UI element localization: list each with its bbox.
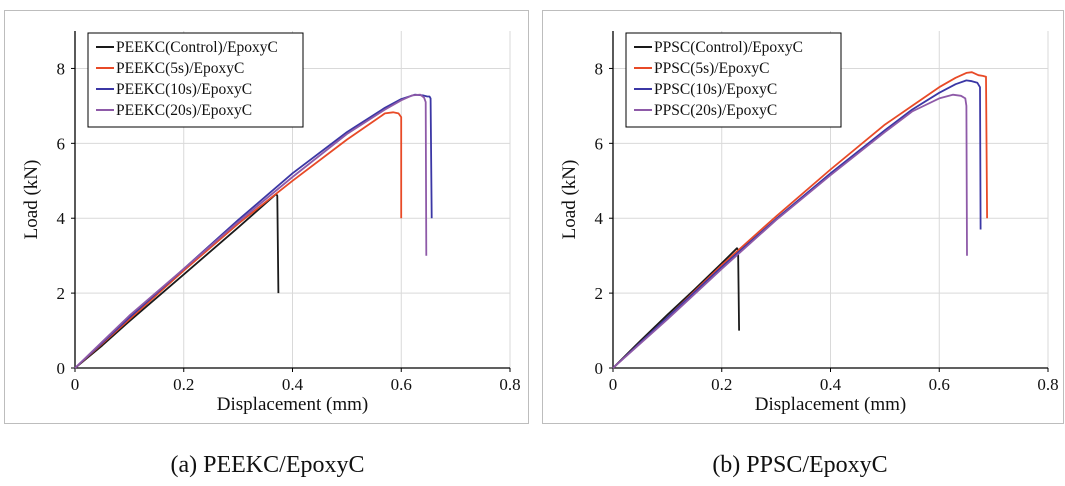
x-axis-label: Displacement (mm) <box>217 394 368 415</box>
y-tick-label: 2 <box>57 284 66 303</box>
x-tick-label: 0.2 <box>173 375 194 394</box>
legend-label-1: PPSC(5s)/EpoxyC <box>654 60 769 77</box>
y-tick-label: 0 <box>595 359 604 378</box>
x-tick-label: 0.8 <box>1037 375 1058 394</box>
legend-box <box>625 32 842 128</box>
x-tick-label: 0.4 <box>820 375 842 394</box>
legend-label-2: PPSC(10s)/EpoxyC <box>654 81 777 98</box>
caption-peekc: (a) PEEKC/EpoxyC <box>170 452 365 478</box>
x-tick-label: 0 <box>609 375 618 394</box>
series-line-3 <box>612 93 968 369</box>
series-line-2 <box>74 93 433 369</box>
series-line-0 <box>74 192 280 369</box>
legend-label-3: PEEKC(20s)/EpoxyC <box>116 102 252 119</box>
legend-label-1: PEEKC(5s)/EpoxyC <box>116 60 244 77</box>
y-axis-label: Load (kN) <box>559 160 580 240</box>
y-tick-label: 8 <box>57 59 66 78</box>
y-tick-label: 4 <box>57 209 66 228</box>
legend-label-0: PPSC(Control)/EpoxyC <box>654 39 803 56</box>
series-line-3 <box>74 93 428 369</box>
chart-svg-ppsc: 0 2 4 6 8 0 0.2 0.4 0.6 0.8 Displacement (mm) Load … <box>559 31 1059 415</box>
y-axis-label: Load (kN) <box>21 160 42 240</box>
legend-box <box>87 32 304 128</box>
legend-label-3: PPSC(20s)/EpoxyC <box>654 102 777 119</box>
y-tick-label: 0 <box>57 359 66 378</box>
x-tick-label: 0.2 <box>711 375 732 394</box>
x-tick-label: 0.4 <box>282 375 304 394</box>
x-tick-label: 0.6 <box>929 375 950 394</box>
caption-ppsc: (b) PPSC/EpoxyC <box>712 452 888 478</box>
y-tick-label: 6 <box>57 134 66 153</box>
y-tick-label: 8 <box>595 59 604 78</box>
y-tick-label: 4 <box>595 209 604 228</box>
x-tick-label: 0.6 <box>391 375 412 394</box>
x-tick-label: 0.8 <box>499 375 520 394</box>
legend-label-0: PEEKC(Control)/EpoxyC <box>116 39 278 56</box>
x-tick-label: 0 <box>71 375 80 394</box>
y-tick-label: 6 <box>595 134 604 153</box>
series-line-1 <box>74 111 403 369</box>
y-tick-label: 2 <box>595 284 604 303</box>
legend-label-2: PEEKC(10s)/EpoxyC <box>116 81 252 98</box>
series-line-2 <box>612 79 982 369</box>
x-axis-label: Displacement (mm) <box>755 394 906 415</box>
chart-panel-peekc: 0 2 4 6 8 0 0.2 0.4 0.6 0.8 Displacement (mm) Load … <box>4 10 529 424</box>
chart-panel-ppsc: 0 2 4 6 8 0 0.2 0.4 0.6 0.8 Displacement (mm) Load … <box>542 10 1064 424</box>
series-line-1 <box>612 71 988 369</box>
chart-svg-peekc: 0 2 4 6 8 0 0.2 0.4 0.6 0.8 Displacement (mm) Load … <box>21 31 521 415</box>
